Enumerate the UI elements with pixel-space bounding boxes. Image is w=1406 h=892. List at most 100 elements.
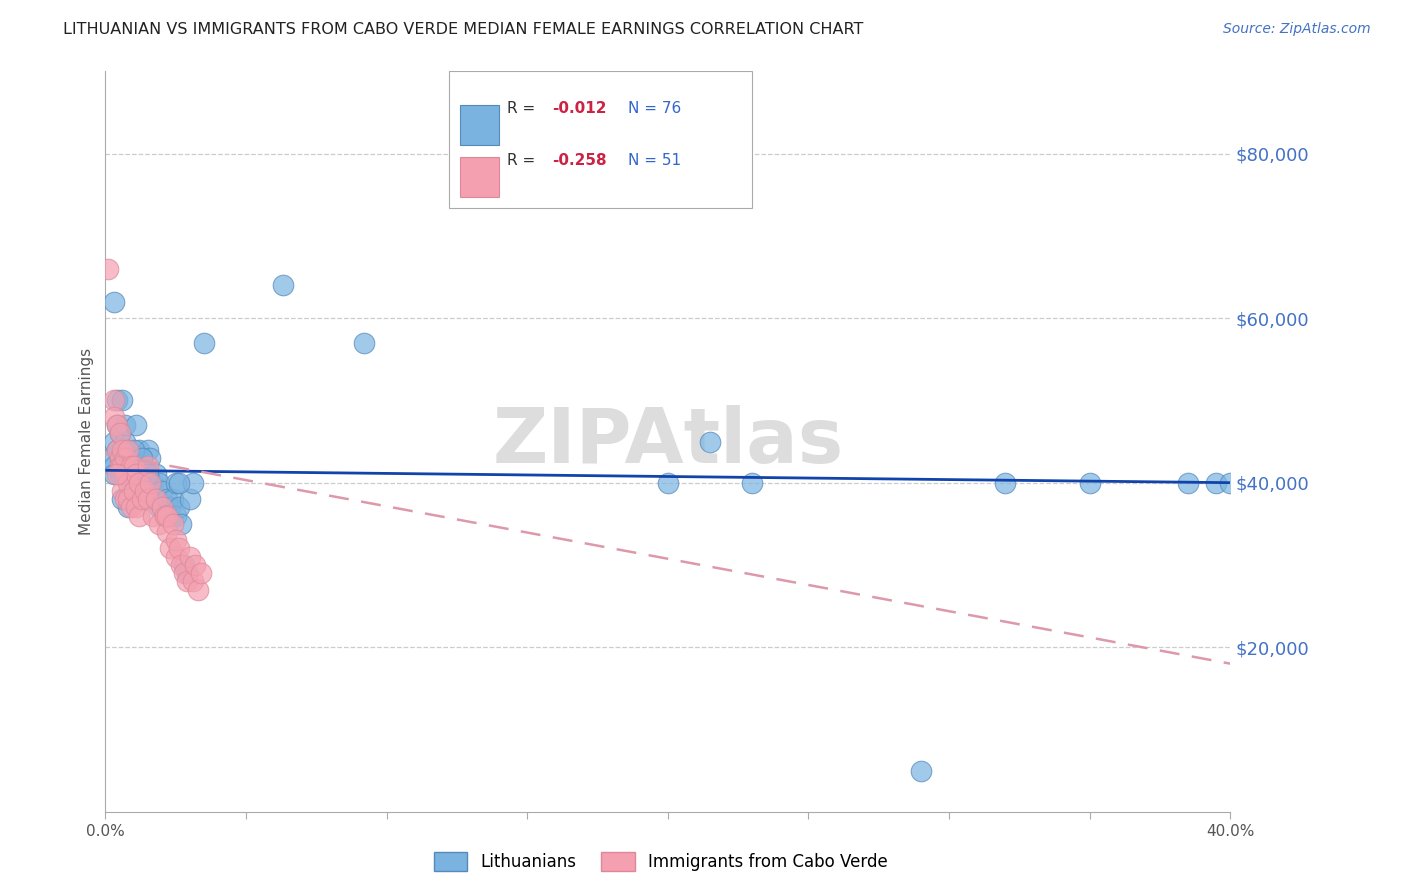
Point	[156, 508, 179, 523]
Text: ZIPAtlas: ZIPAtlas	[492, 405, 844, 478]
Point	[128, 442, 150, 457]
Point	[122, 483, 145, 498]
Point	[136, 492, 159, 507]
FancyBboxPatch shape	[449, 71, 752, 209]
Y-axis label: Median Female Earnings: Median Female Earnings	[79, 348, 94, 535]
Point	[105, 467, 128, 482]
Point	[111, 393, 134, 408]
Point	[170, 516, 193, 531]
Point	[148, 516, 170, 531]
Point	[353, 335, 375, 350]
Point	[114, 492, 136, 507]
Point	[136, 483, 159, 498]
Point	[105, 393, 128, 408]
Point	[139, 492, 162, 507]
Point	[176, 566, 198, 581]
Point	[162, 516, 184, 531]
Point	[156, 524, 179, 539]
Point	[103, 467, 125, 482]
Point	[150, 483, 173, 498]
Point	[125, 467, 148, 482]
Point	[148, 500, 170, 515]
Point	[699, 434, 721, 449]
Point	[1205, 475, 1227, 490]
Text: -0.012: -0.012	[553, 101, 606, 116]
Point	[103, 409, 125, 424]
Point	[128, 459, 150, 474]
Point	[159, 541, 181, 556]
Point	[108, 450, 131, 465]
Point	[108, 459, 131, 474]
Point	[117, 467, 139, 482]
Point	[139, 475, 162, 490]
Point	[131, 483, 153, 498]
Point	[114, 442, 136, 457]
Point	[156, 492, 179, 507]
Point	[103, 393, 125, 408]
Point	[179, 492, 201, 507]
Point	[153, 508, 176, 523]
Point	[170, 558, 193, 572]
Point	[111, 459, 134, 474]
Text: -0.258: -0.258	[553, 153, 606, 168]
Point	[173, 566, 195, 581]
Point	[136, 442, 159, 457]
Point	[122, 450, 145, 465]
Point	[105, 418, 128, 433]
Point	[136, 459, 159, 474]
Point	[1078, 475, 1101, 490]
Point	[97, 261, 120, 276]
Point	[103, 459, 125, 474]
Point	[114, 467, 136, 482]
Point	[134, 483, 156, 498]
Point	[125, 450, 148, 465]
Point	[193, 335, 215, 350]
Point	[156, 508, 179, 523]
Point	[167, 475, 190, 490]
Point	[150, 500, 173, 515]
Point	[122, 483, 145, 498]
Point	[120, 450, 142, 465]
Point	[122, 459, 145, 474]
Point	[179, 549, 201, 564]
Point	[114, 459, 136, 474]
Point	[108, 467, 131, 482]
Text: N = 51: N = 51	[628, 153, 682, 168]
Point	[134, 492, 156, 507]
Point	[167, 541, 190, 556]
Point	[128, 475, 150, 490]
Point	[128, 475, 150, 490]
Point	[145, 467, 167, 482]
Point	[108, 426, 131, 441]
Text: LITHUANIAN VS IMMIGRANTS FROM CABO VERDE MEDIAN FEMALE EARNINGS CORRELATION CHAR: LITHUANIAN VS IMMIGRANTS FROM CABO VERDE…	[63, 22, 863, 37]
Point	[105, 418, 128, 433]
Point	[184, 558, 207, 572]
Point	[1219, 475, 1241, 490]
Point	[187, 582, 209, 597]
Point	[111, 492, 134, 507]
Point	[910, 764, 932, 778]
Point	[120, 500, 142, 515]
Point	[108, 426, 131, 441]
Point	[741, 475, 763, 490]
Point	[142, 508, 165, 523]
Point	[100, 450, 122, 465]
Point	[131, 450, 153, 465]
Point	[131, 492, 153, 507]
Point	[136, 467, 159, 482]
Point	[117, 492, 139, 507]
Point	[131, 450, 153, 465]
Point	[139, 450, 162, 465]
Point	[657, 475, 679, 490]
Point	[117, 500, 139, 515]
Point	[145, 492, 167, 507]
Point	[165, 549, 187, 564]
FancyBboxPatch shape	[460, 104, 499, 145]
Text: N = 76: N = 76	[628, 101, 682, 116]
Point	[173, 558, 195, 572]
Point	[105, 442, 128, 457]
Text: R =: R =	[508, 153, 540, 168]
Point	[108, 450, 131, 465]
Point	[994, 475, 1017, 490]
Point	[111, 442, 134, 457]
